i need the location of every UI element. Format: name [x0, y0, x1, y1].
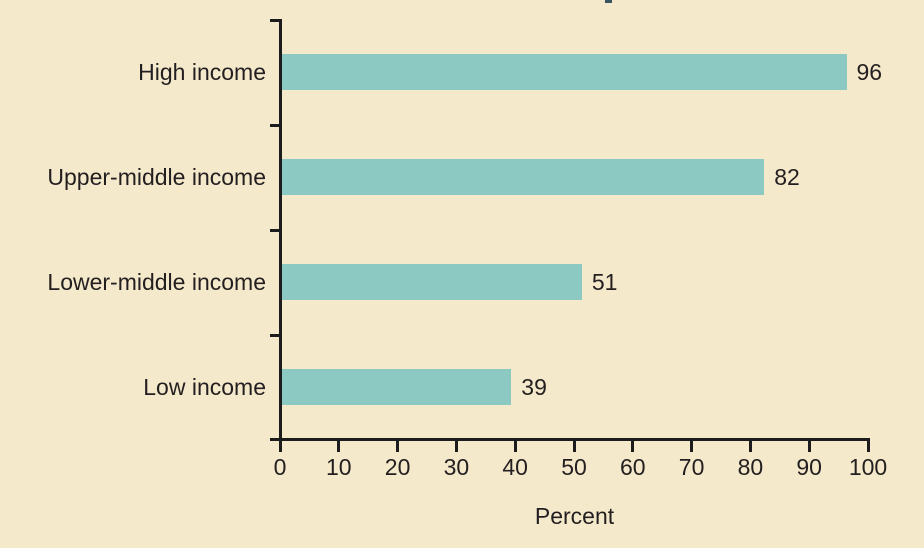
y-axis-tick [270, 19, 279, 22]
x-axis-tick [748, 441, 752, 452]
x-axis-tick-label: 40 [502, 454, 528, 480]
x-axis-tick [454, 441, 458, 452]
x-axis-tick [866, 441, 870, 452]
bar [282, 54, 847, 90]
bar-value-label: 39 [521, 374, 547, 400]
bar [282, 369, 512, 405]
x-axis-tick-label: 90 [796, 454, 822, 480]
y-axis-tick [270, 124, 279, 127]
x-axis-tick-label: 100 [848, 454, 888, 480]
x-axis-tick-label: 80 [737, 454, 764, 480]
cropped-title-artifact [605, 0, 612, 3]
x-axis-tick-label: 0 [273, 454, 287, 480]
x-axis-tick [807, 441, 811, 452]
bar [282, 159, 765, 195]
category-label: Lower-middle income [47, 269, 266, 295]
x-axis-tick [337, 441, 341, 452]
y-axis-tick [270, 334, 279, 337]
x-axis-tick [631, 441, 635, 452]
x-axis-tick [278, 441, 282, 452]
x-axis-tick-label: 70 [678, 454, 705, 480]
category-label: Low income [143, 374, 266, 400]
x-axis-tick-label: 30 [443, 454, 470, 480]
bar [282, 264, 582, 300]
x-axis-tick [396, 441, 400, 452]
x-axis-title: Percent [534, 503, 615, 529]
x-axis-tick-label: 60 [620, 454, 646, 480]
x-axis-tick-label: 20 [384, 454, 411, 480]
bar-value-label: 51 [591, 269, 618, 295]
x-axis-tick [572, 441, 576, 452]
bar-value-label: 96 [856, 59, 883, 85]
x-axis-line [270, 438, 870, 441]
category-label: High income [138, 59, 266, 85]
category-label: Upper-middle income [47, 164, 266, 190]
x-axis-tick-label: 10 [326, 454, 352, 480]
y-axis-tick [270, 229, 279, 232]
x-axis-tick [690, 441, 694, 452]
x-axis-tick-label: 50 [561, 454, 587, 480]
bar-value-label: 82 [774, 164, 800, 190]
y-axis-line [279, 19, 282, 441]
x-axis-tick [513, 441, 517, 452]
